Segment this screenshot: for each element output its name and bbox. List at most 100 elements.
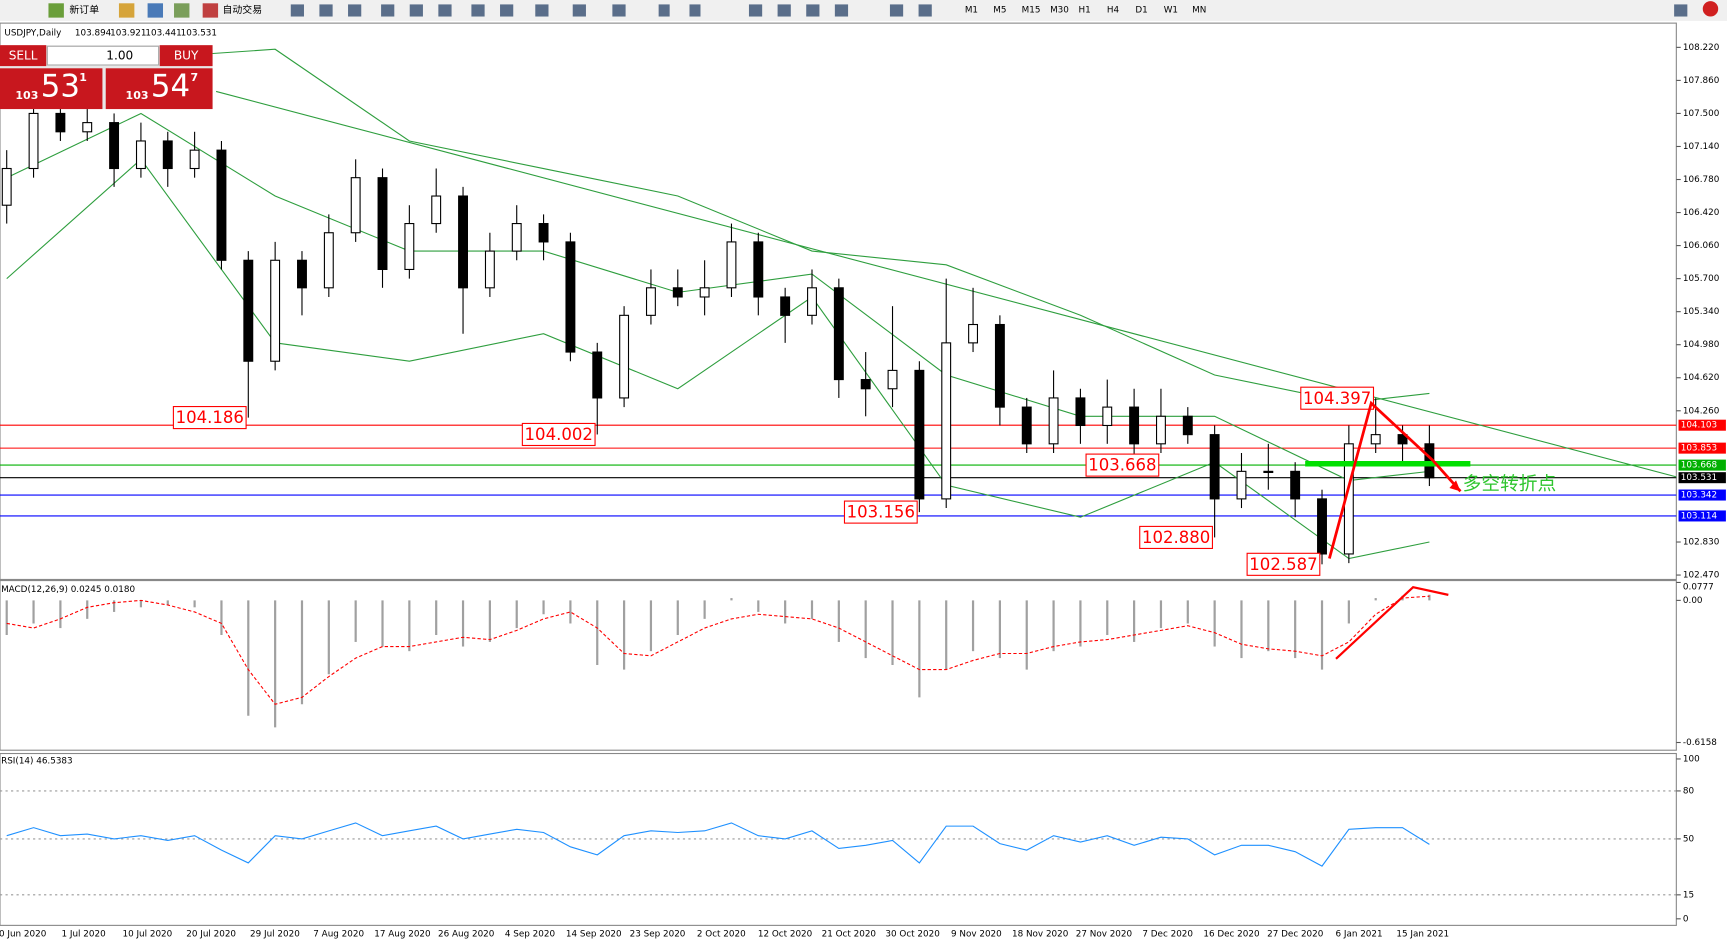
- candle-body: [1075, 397, 1086, 427]
- tool[interactable]: [290, 4, 304, 17]
- sell-label[interactable]: SELL: [9, 49, 38, 63]
- tool[interactable]: [535, 4, 549, 17]
- annotation-label: 103.668: [1088, 456, 1156, 475]
- candle-body: [1129, 406, 1140, 445]
- timeframe[interactable]: M30: [1050, 5, 1069, 15]
- bid-box[interactable]: [0, 68, 103, 110]
- timeframe[interactable]: MN: [1192, 5, 1206, 15]
- tool[interactable]: [348, 4, 362, 17]
- tool[interactable]: [572, 4, 586, 17]
- macd-signal: [6, 595, 1430, 705]
- trade-panel: SELL 1.00 BUY 103 53 1 103 54 7: [0, 45, 213, 110]
- tool[interactable]: [689, 4, 701, 17]
- x-tick-label: 17 Aug 2020: [374, 930, 431, 940]
- candle-body: [619, 314, 630, 399]
- candle-body: [994, 323, 1005, 408]
- tool[interactable]: [319, 4, 333, 17]
- timeframe[interactable]: H1: [1078, 5, 1090, 15]
- candle-body: [458, 195, 468, 289]
- sell-button[interactable]: [0, 45, 47, 67]
- auto-trading[interactable]: 自动交易: [222, 3, 262, 16]
- level-tag: [1678, 459, 1726, 471]
- price-annotation: [843, 500, 918, 524]
- icon[interactable]: [174, 3, 190, 18]
- x-tick-label: 4 Sep 2020: [505, 930, 556, 940]
- y-tick-label: 0.00: [1683, 596, 1703, 606]
- buy-label[interactable]: BUY: [174, 49, 199, 63]
- y-tick-label: 80: [1683, 786, 1695, 796]
- x-tick-label: 7 Aug 2020: [313, 930, 364, 940]
- icon[interactable]: [118, 3, 135, 18]
- level-label: 103.668: [1681, 461, 1717, 471]
- drawn-arrow: [1328, 400, 1462, 559]
- candle-body: [1102, 406, 1113, 427]
- annotation-label: 102.880: [1142, 528, 1210, 547]
- tool[interactable]: [658, 4, 670, 17]
- candle-body: [833, 287, 844, 381]
- ask-fraction: 7: [191, 71, 199, 84]
- new-order-icon[interactable]: [48, 3, 64, 18]
- tool[interactable]: [806, 4, 820, 17]
- annotation-label: 104.186: [176, 408, 244, 427]
- y-tick-label: 50: [1683, 834, 1695, 844]
- y-tick-label: 106.780: [1683, 175, 1720, 185]
- level-tag: [1678, 472, 1726, 484]
- timeframe[interactable]: M1: [965, 5, 978, 15]
- tool[interactable]: [612, 4, 626, 17]
- x-tick-label: 30 Oct 2020: [885, 930, 940, 940]
- tool[interactable]: [777, 4, 791, 17]
- macd-title: MACD(12,26,9) 0.0245 0.0180: [1, 585, 135, 595]
- lot-value[interactable]: 1.00: [106, 49, 133, 63]
- x-tick-label: 23 Sep 2020: [630, 930, 686, 940]
- tool[interactable]: [381, 4, 395, 17]
- candle-body: [1290, 470, 1301, 500]
- tool[interactable]: [834, 4, 849, 17]
- x-tick-label: 29 Jul 2020: [250, 930, 300, 940]
- band-middle: [6, 112, 1430, 482]
- y-tick-label: 100: [1683, 754, 1700, 764]
- auto-trading-icon[interactable]: [202, 3, 219, 18]
- y-tick-label: 104.620: [1683, 373, 1720, 383]
- x-tick-label: 12 Oct 2020: [758, 930, 813, 940]
- notification[interactable]: [1702, 1, 1719, 17]
- candle-body: [484, 250, 495, 289]
- tool[interactable]: [889, 4, 904, 17]
- level-tag: [1678, 489, 1726, 501]
- toolbar: [0, 0, 1727, 21]
- candle-body: [297, 259, 307, 289]
- timeframe[interactable]: H4: [1107, 5, 1120, 15]
- buy-button[interactable]: [159, 45, 213, 67]
- lot-input[interactable]: [46, 45, 160, 66]
- timeframe[interactable]: D1: [1135, 5, 1147, 15]
- tool[interactable]: [500, 4, 514, 17]
- search[interactable]: [1674, 4, 1688, 17]
- timeframe[interactable]: W1: [1164, 5, 1178, 15]
- candle-body: [592, 351, 603, 399]
- chart-title: USDJPY,Daily: [4, 29, 61, 39]
- x-tick-label: 26 Aug 2020: [438, 930, 495, 940]
- candle-body: [1236, 470, 1247, 500]
- candle-body: [1048, 397, 1059, 445]
- tool[interactable]: [409, 4, 423, 17]
- tool[interactable]: [748, 4, 763, 17]
- annotation-label: 104.002: [525, 425, 593, 444]
- candle-body: [350, 177, 361, 234]
- tool[interactable]: [471, 4, 485, 17]
- y-tick-label: 107.140: [1683, 142, 1720, 152]
- plot: 108.220 107.860 107.500 107.140 106.780 106.4…: [0, 43, 1726, 940]
- ask-box[interactable]: [105, 68, 213, 110]
- tool[interactable]: [918, 4, 932, 17]
- candle-body: [753, 241, 764, 298]
- timeframe[interactable]: M15: [1022, 5, 1041, 15]
- ohlc-value: 103.441: [145, 29, 181, 39]
- x-tick-label: 27 Dec 2020: [1267, 930, 1324, 940]
- ohlc-value: 103.894: [75, 29, 112, 39]
- new-order[interactable]: 新订单: [69, 3, 99, 16]
- tool[interactable]: [438, 4, 452, 17]
- timeframe[interactable]: M5: [993, 5, 1006, 15]
- level-tag: [1678, 442, 1726, 454]
- icon[interactable]: [147, 3, 164, 18]
- price-annotation: [1139, 525, 1213, 549]
